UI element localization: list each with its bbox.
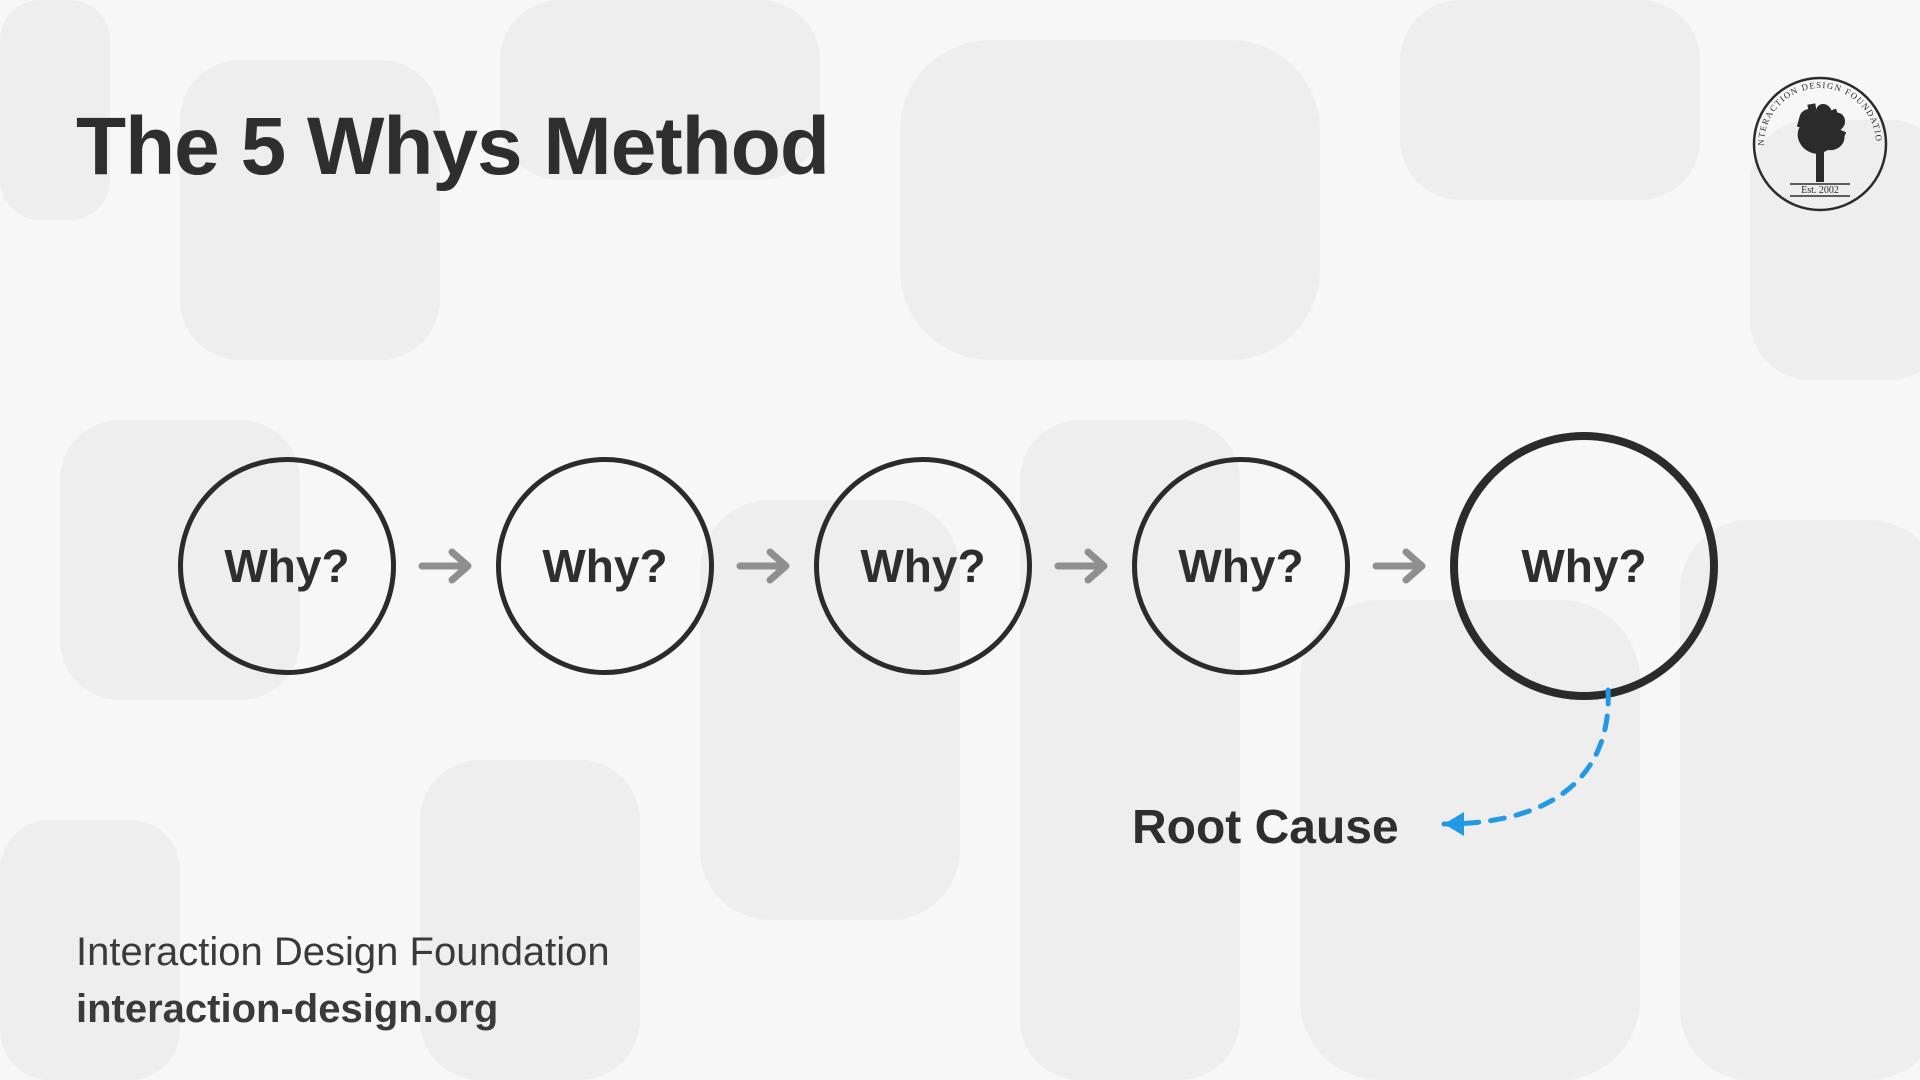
five-whys-flow: Why? Why? Why? Why? Why? [178, 432, 1718, 700]
why-circle-4: Why? [1132, 457, 1350, 675]
why-label: Why? [1178, 539, 1303, 593]
footer-org-name: Interaction Design Foundation [76, 930, 610, 975]
footer-url: interaction-design.org [76, 987, 610, 1032]
why-label: Why? [860, 539, 985, 593]
arrow-right-icon [736, 546, 792, 586]
why-circle-3: Why? [814, 457, 1032, 675]
flow-arrow-1 [396, 432, 496, 700]
page-title: The 5 Whys Method [76, 100, 829, 194]
footer: Interaction Design Foundation interactio… [76, 930, 610, 1032]
why-label: Why? [1521, 539, 1646, 593]
root-cause-label: Root Cause [1132, 800, 1399, 855]
arrow-right-icon [1054, 546, 1110, 586]
root-cause-arrow-path [1444, 690, 1608, 824]
arrow-right-icon [1372, 546, 1428, 586]
why-circle-2: Why? [496, 457, 714, 675]
why-circle-final: Why? [1450, 432, 1718, 700]
flow-arrow-4 [1350, 432, 1450, 700]
flow-arrow-3 [1032, 432, 1132, 700]
idf-logo: INTERACTION DESIGN FOUNDATION Est. 2002 [1750, 74, 1890, 219]
arrow-right-icon [418, 546, 474, 586]
why-label: Why? [542, 539, 667, 593]
tree-icon [1797, 103, 1846, 182]
slide-content: The 5 Whys Method INTERACTION DESIGN FOU… [0, 0, 1920, 1080]
why-circle-1: Why? [178, 457, 396, 675]
logo-est-text: Est. 2002 [1801, 185, 1839, 196]
idf-logo-svg: INTERACTION DESIGN FOUNDATION Est. 2002 [1750, 74, 1890, 214]
flow-arrow-2 [714, 432, 814, 700]
why-label: Why? [224, 539, 349, 593]
root-cause-arrow-head [1444, 812, 1464, 836]
